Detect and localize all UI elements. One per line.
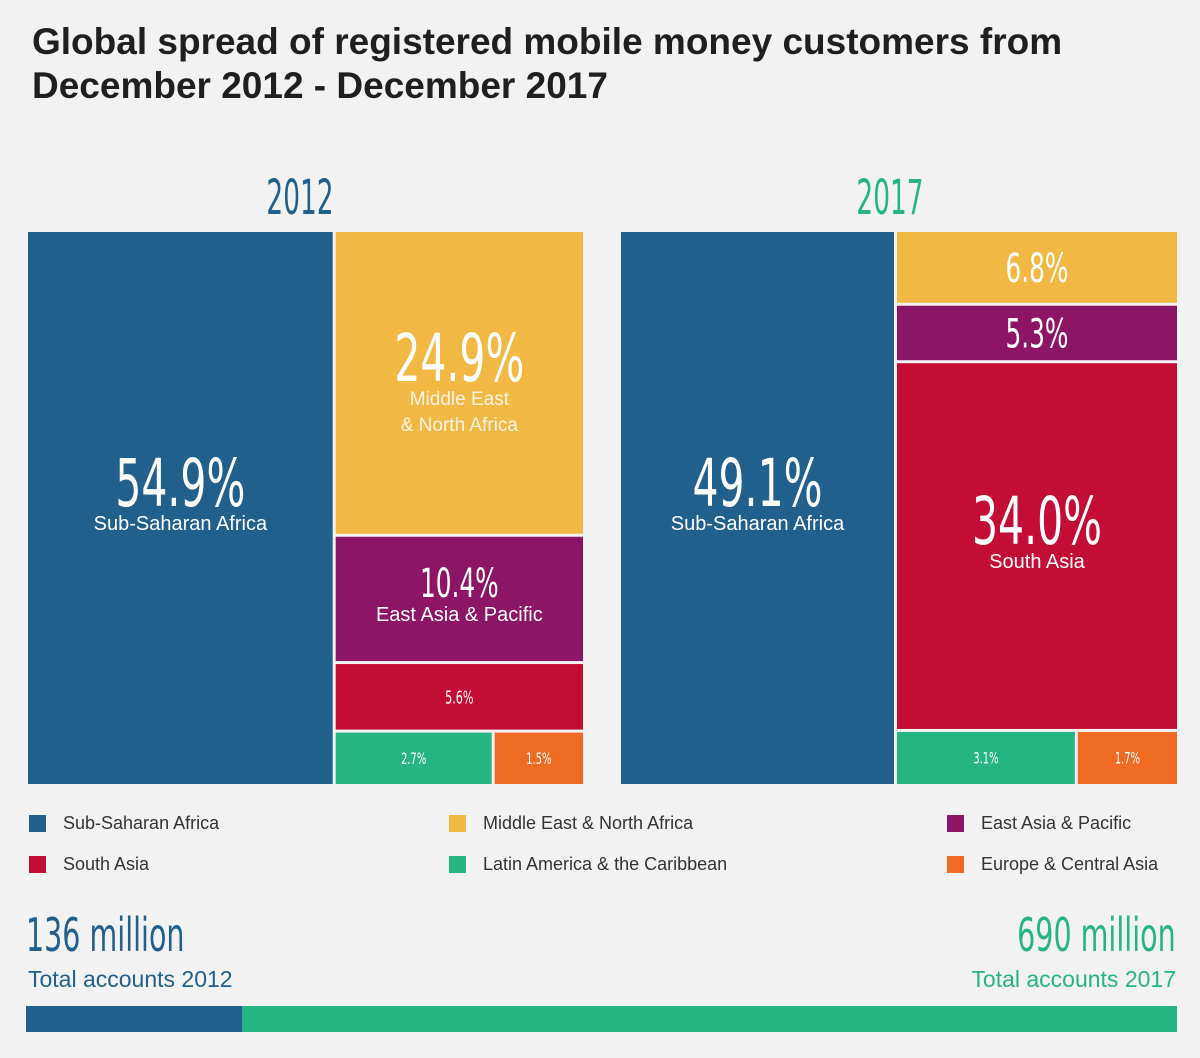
total-accounts-2017-value: 690 million [1017, 908, 1176, 962]
region-label: Sub-Saharan Africa [94, 513, 268, 535]
treemap-2017: 49.1%Sub-Saharan Africa 6.8% 5.3% 34.0%Sout… [621, 232, 1177, 784]
cell-sub-saharan-africa: 54.9%Sub-Saharan Africa [28, 232, 333, 784]
legend-label: South Asia [63, 854, 150, 874]
legend-item-eap: East Asia & Pacific [947, 813, 1131, 834]
legend-swatch [947, 856, 964, 873]
cell-middle-east-north-africa: 6.8% [896, 232, 1177, 303]
data-label: 1.5% [526, 751, 551, 769]
total-accounts-2017-caption: Total accounts 2017 [971, 966, 1176, 992]
treemap-rect [1077, 731, 1177, 784]
treemap-rect [335, 536, 583, 662]
treemap-2012: 54.9%Sub-Saharan Africa 24.9%Middle East &… [28, 232, 583, 784]
cell-europe-central-asia: 1.7% [1077, 731, 1177, 784]
treemap-rect [896, 232, 1177, 303]
legend-item-lac: Latin America & the Caribbean [449, 854, 727, 875]
treemap-rect [621, 232, 894, 784]
data-label: 34.0% [972, 483, 1102, 560]
region-label: Middle East [410, 389, 510, 410]
cell-south-asia: 34.0%South Asia [896, 363, 1177, 729]
legend-item-sa: South Asia [29, 854, 149, 875]
year-label-2012: 2012 [266, 170, 334, 226]
data-label: 5.3% [1006, 310, 1069, 357]
legend-label: Latin America & the Caribbean [483, 854, 728, 874]
cell-sub-saharan-africa: 49.1%Sub-Saharan Africa [621, 232, 894, 784]
cell-east-asia-pacific: 5.3% [896, 305, 1177, 361]
legend-label: Middle East & North Africa [483, 813, 694, 833]
legend-item-ssa: Sub-Saharan Africa [29, 813, 219, 834]
data-label: 10.4% [420, 560, 499, 607]
treemap-rect [28, 232, 333, 784]
treemap-rect [494, 732, 583, 784]
legend-item-eca: Europe & Central Asia [947, 854, 1158, 875]
legend-swatch [449, 856, 466, 873]
treemap-rect [896, 305, 1177, 361]
region-label: Sub-Saharan Africa [671, 513, 845, 535]
cell-middle-east-north-africa: 24.9%Middle East & North Africa [335, 232, 583, 534]
data-label: 24.9% [394, 320, 524, 397]
data-label: 54.9% [115, 445, 245, 522]
data-label: 3.1% [973, 751, 998, 769]
legend-label: East Asia & Pacific [981, 813, 1132, 833]
cell-europe-central-asia: 1.5% [494, 732, 583, 784]
year-label-2017: 2017 [856, 170, 924, 226]
treemap-rect [335, 664, 583, 730]
region-label: East Asia & Pacific [376, 604, 543, 626]
legend-swatch [29, 815, 46, 832]
legend-label: Europe & Central Asia [981, 854, 1159, 874]
totals-comparison-bar [26, 1006, 1177, 1032]
totals-bar-2012 [26, 1006, 242, 1032]
cell-latin-america-the-caribbean: 2.7% [335, 732, 492, 784]
treemap-rect [896, 363, 1177, 729]
cell-south-asia: 5.6% [335, 664, 583, 730]
data-label: 1.7% [1115, 751, 1140, 769]
chart-title: Global spread of registered mobile money… [32, 21, 1063, 106]
total-accounts-2012-value: 136 million [26, 908, 185, 962]
total-accounts-2012-caption: Total accounts 2012 [28, 966, 233, 992]
treemap-rect [335, 232, 583, 534]
treemap-rect [896, 731, 1075, 784]
data-label: 6.8% [1006, 245, 1069, 292]
data-label: 5.6% [445, 686, 473, 708]
legend-swatch [29, 856, 46, 873]
cell-east-asia-pacific: 10.4%East Asia & Pacific [335, 536, 583, 662]
totals-bar-2017 [241, 1006, 1177, 1032]
region-label: & North Africa [401, 415, 519, 436]
legend-swatch [449, 815, 466, 832]
data-label: 2.7% [401, 751, 426, 769]
cell-latin-america-the-caribbean: 3.1% [896, 731, 1075, 784]
legend-label: Sub-Saharan Africa [63, 813, 220, 833]
legend-item-mena: Middle East & North Africa [449, 813, 693, 834]
legend-swatch [947, 815, 964, 832]
region-label: South Asia [989, 551, 1086, 573]
data-label: 49.1% [693, 445, 823, 522]
treemap-rect [335, 732, 492, 784]
